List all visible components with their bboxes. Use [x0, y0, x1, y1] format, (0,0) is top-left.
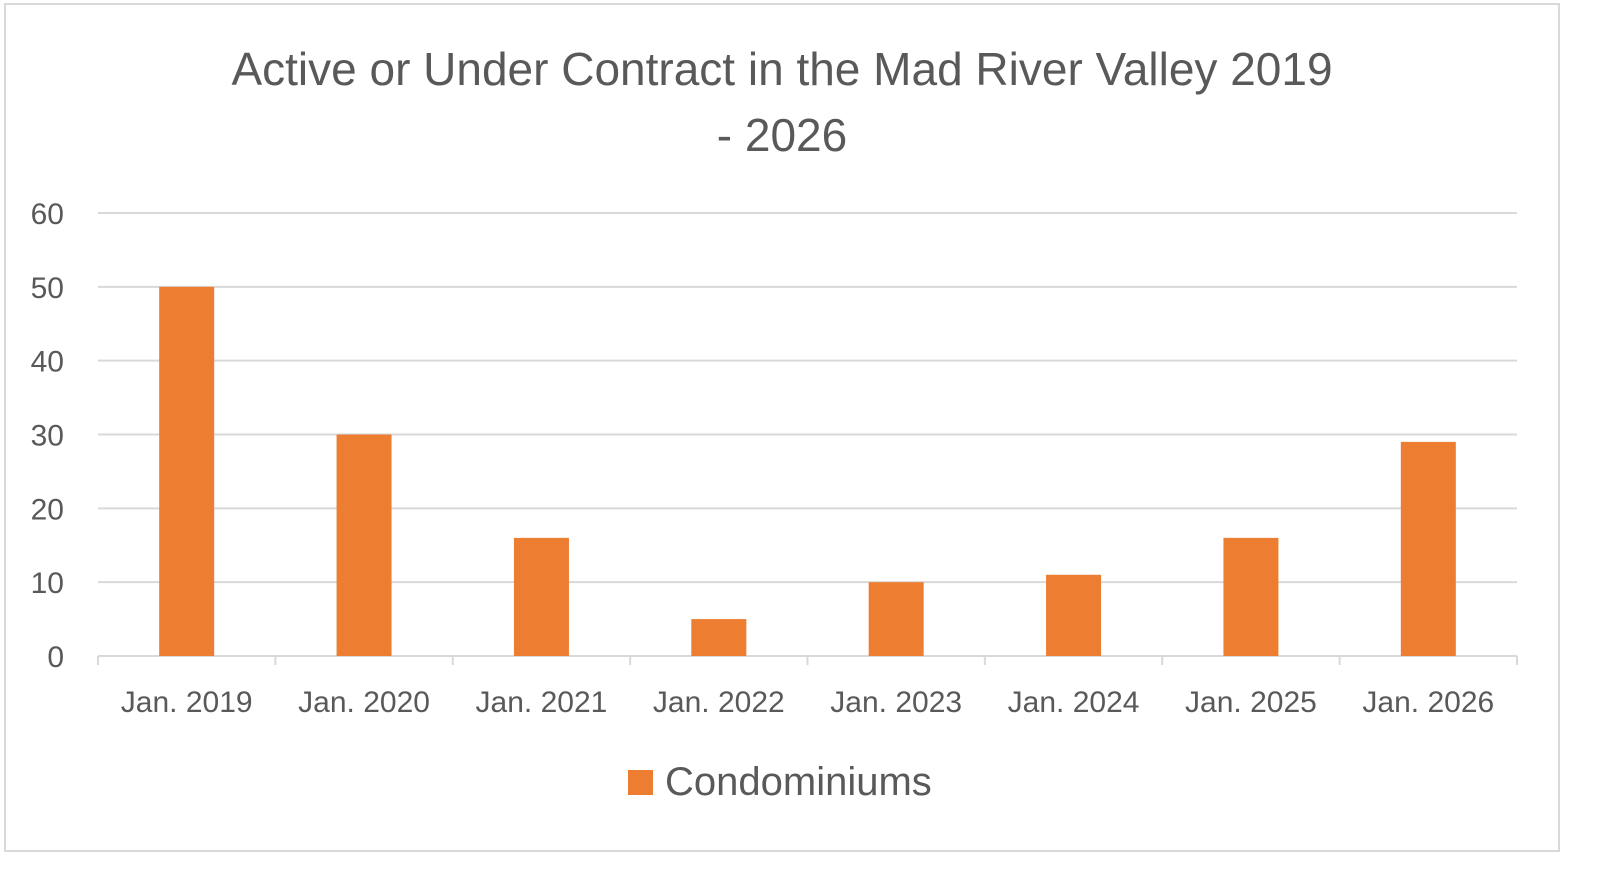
legend: Condominiums: [628, 760, 932, 805]
y-tick-label: 60: [31, 198, 64, 231]
y-tick-label: 20: [31, 493, 64, 526]
x-tick-label: Jan. 2020: [298, 686, 430, 719]
legend-swatch: [628, 770, 653, 795]
x-tick-label: Jan. 2019: [121, 686, 253, 719]
y-tick-label: 30: [31, 420, 64, 453]
x-tick-label: Jan. 2026: [1362, 686, 1494, 719]
y-tick-label: 0: [47, 641, 64, 674]
x-tick-label: Jan. 2024: [1008, 686, 1140, 719]
x-tick-label: Jan. 2023: [830, 686, 962, 719]
chart-title-line-1: Active or Under Contract in the Mad Rive…: [231, 43, 1333, 95]
bar: [513, 537, 569, 656]
chart-title: Active or Under Contract in the Mad Rive…: [0, 36, 1564, 168]
y-tick-label: 40: [31, 346, 64, 379]
x-tick-label: Jan. 2022: [653, 686, 785, 719]
bar: [691, 619, 747, 656]
bar: [868, 582, 924, 656]
chart-title-line-2: - 2026: [716, 109, 848, 161]
x-tick-label: Jan. 2025: [1185, 686, 1317, 719]
chart-frame: [4, 3, 1560, 852]
bar: [336, 434, 392, 656]
bar: [1046, 574, 1102, 656]
bar: [1400, 441, 1456, 656]
y-tick-label: 50: [31, 272, 64, 305]
y-tick-label: 10: [31, 567, 64, 600]
legend-label: Condominiums: [665, 760, 932, 804]
x-tick-label: Jan. 2021: [476, 686, 608, 719]
bar: [1223, 537, 1279, 656]
bar: [159, 286, 215, 656]
